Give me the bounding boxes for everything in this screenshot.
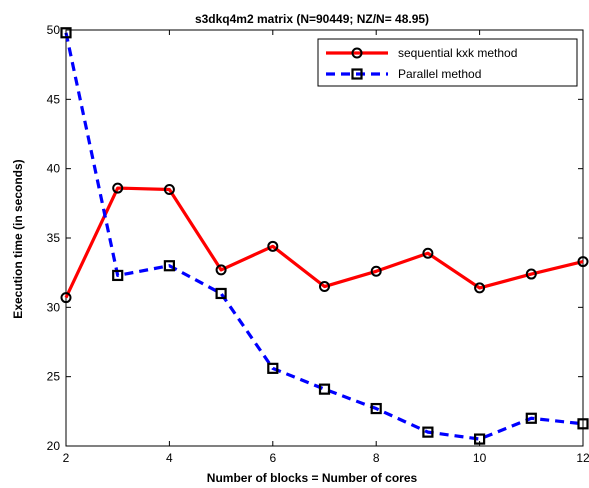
data-point — [525, 412, 537, 424]
data-point — [60, 292, 72, 304]
data-point — [215, 287, 227, 300]
y-tick-label: 50 — [47, 23, 61, 37]
x-tick-label: 2 — [63, 451, 70, 465]
y-tick-label: 40 — [47, 162, 61, 176]
x-axis-label: Number of blocks = Number of cores — [207, 471, 418, 485]
data-point — [163, 183, 175, 195]
data-point — [577, 418, 589, 430]
y-tick-label: 30 — [47, 300, 61, 314]
data-point — [370, 402, 382, 415]
chart-title: s3dkq4m2 matrix (N=90449; NZ/N= 48.95) — [195, 12, 429, 26]
data-point — [267, 362, 279, 374]
data-point — [318, 383, 331, 395]
data-point — [525, 268, 537, 280]
y-axis-label: Execution time (in seconds) — [11, 159, 25, 318]
legend-label: Parallel method — [398, 67, 481, 81]
series-layer — [60, 27, 589, 445]
data-point — [422, 247, 434, 259]
data-point — [112, 269, 124, 282]
series-line — [64, 186, 584, 299]
data-point — [370, 265, 382, 277]
data-point — [215, 264, 227, 276]
x-tick-label: 4 — [166, 451, 173, 465]
data-point — [474, 282, 486, 294]
x-tick-label: 6 — [269, 451, 276, 465]
data-point — [112, 182, 124, 194]
y-tick-label: 25 — [47, 370, 61, 384]
data-point — [267, 240, 279, 252]
x-tick-label: 12 — [576, 451, 589, 465]
plot-frame — [65, 29, 584, 447]
legend-marker — [351, 47, 363, 59]
x-tick-label: 10 — [473, 451, 487, 465]
data-point — [422, 426, 434, 438]
y-tick-label: 20 — [47, 439, 61, 453]
series-sequential — [60, 182, 589, 304]
data-point — [577, 256, 589, 268]
data-point — [163, 260, 175, 272]
x-tick-label: 8 — [373, 451, 380, 465]
legend: sequential kxk method Parallel method — [317, 38, 578, 87]
series-parallel — [60, 27, 589, 445]
legend-marker — [351, 68, 363, 80]
y-tick-label: 35 — [47, 231, 61, 245]
data-point — [319, 281, 330, 293]
data-point — [60, 27, 72, 39]
ticks-layer: 2 4 6 8 10 12 20 25 30 35 40 45 50 — [47, 23, 589, 465]
y-tick-label: 45 — [47, 92, 61, 106]
plot-area — [65, 29, 584, 447]
legend-label: sequential kxk method — [398, 46, 517, 60]
